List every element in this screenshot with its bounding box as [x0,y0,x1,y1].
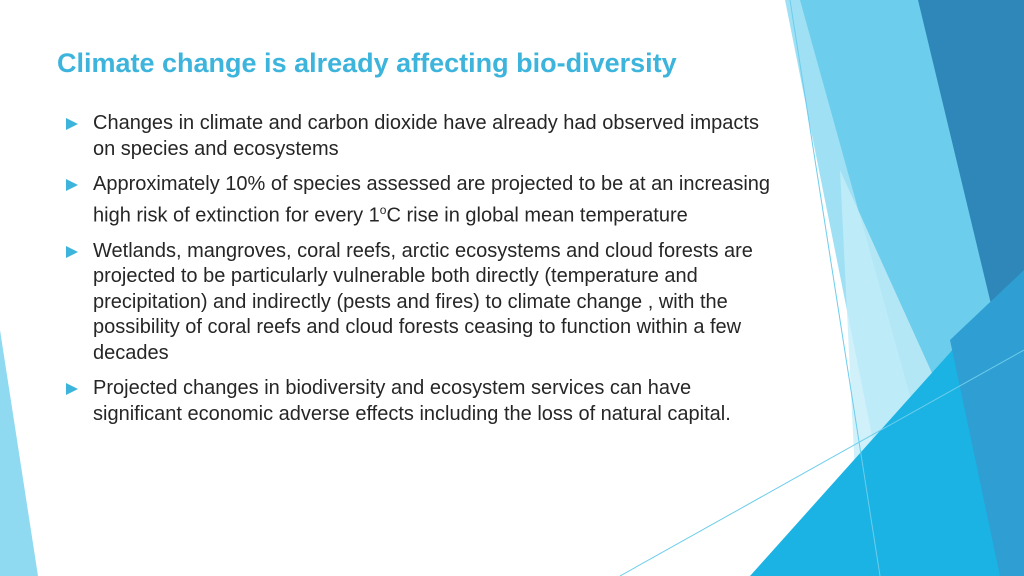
shape [950,270,1024,576]
line [619,349,1024,576]
superscript: o [379,202,387,217]
line [789,0,881,576]
bullet: Changes in climate and carbon dioxide ha… [66,111,783,162]
bullet-list: Changes in climate and carbon dioxide ha… [66,111,783,437]
bullet: Approximately 10% of species assessed ar… [66,172,783,229]
shape [0,330,38,576]
bullet: Wetlands, mangroves, coral reefs, arctic… [66,239,783,367]
text: C rise in global mean temperature [386,204,688,227]
title: Climate change is already affecting bio-… [57,48,677,78]
bullet: Projected changes in biodiversity and ec… [66,376,783,427]
text: Approximately 10% of species assessed ar… [93,173,771,227]
